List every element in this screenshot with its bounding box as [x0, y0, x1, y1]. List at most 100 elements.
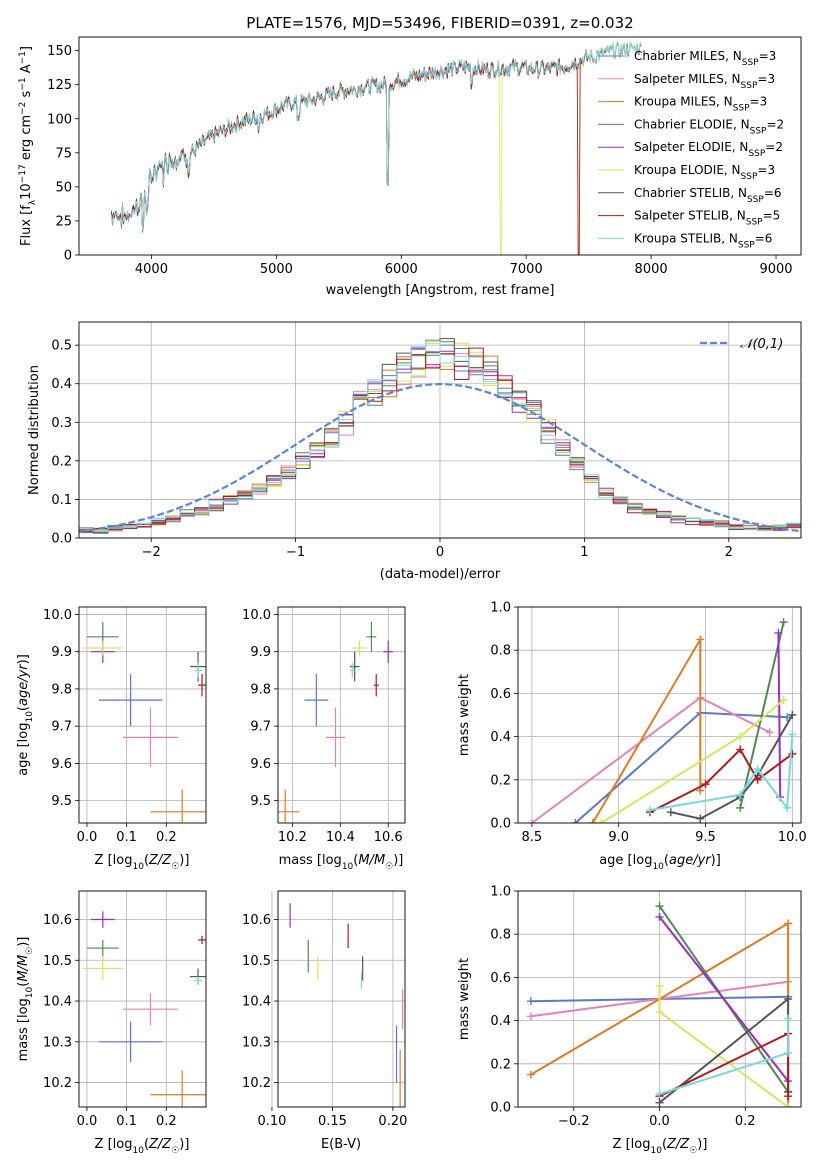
y-tick-label: 10.6	[43, 913, 72, 928]
gaussian-curve	[79, 382, 801, 533]
weight-marker	[753, 775, 762, 784]
y-tick-label: 10.6	[242, 913, 271, 928]
weight-marker	[783, 713, 792, 722]
x-tick-label: −2	[142, 545, 161, 560]
histogram-step	[79, 340, 801, 538]
y-tick-label: 0.0	[51, 532, 72, 547]
weight-line	[777, 632, 782, 798]
weight-marker	[784, 995, 793, 1003]
x-tick-label: 9.0	[608, 830, 629, 845]
legend-label: Salpeter STELIB, NSSP=5	[634, 209, 780, 228]
x-tick-label: 8.5	[522, 830, 543, 845]
x-tick-label: 10.0	[778, 830, 807, 845]
y-tick-label: 0.4	[490, 1014, 511, 1029]
x-tick-label: 6000	[385, 262, 418, 277]
axes-frame	[78, 36, 802, 256]
weight-marker	[666, 808, 675, 817]
weight-marker	[779, 618, 788, 627]
plot-area	[527, 618, 797, 823]
weight-marker	[696, 635, 705, 644]
x-tick-label: 0.0	[649, 1114, 670, 1129]
legend-label: Kroupa ELODIE, NSSP=3	[634, 163, 775, 182]
x-tick-label: 7000	[510, 262, 543, 277]
x-tick-label: 0.10	[257, 1114, 286, 1129]
y-tick-label: 9.5	[250, 794, 271, 809]
y-axis-label: age [log10(age/yr)]	[16, 654, 35, 776]
x-tick-label: 0.1	[116, 1114, 137, 1129]
y-tick-label: 0.0	[490, 1101, 511, 1116]
y-tick-label: 100	[47, 112, 72, 127]
x-tick-label: 0.15	[318, 1114, 347, 1129]
y-tick-label: 1.0	[490, 885, 511, 900]
legend-label: 𝒩(0,1)	[740, 337, 783, 352]
weight-marker	[655, 982, 664, 991]
y-tick-label: 9.9	[250, 645, 271, 660]
x-tick-label: 1	[580, 545, 588, 560]
weight-line	[739, 621, 785, 809]
chart-panel-5: 8.5 9.0 9.5 10.0 0.0 0.2 0.4 0.6 0.8 1.0 mass weig…	[457, 601, 807, 873]
weight-marker	[765, 728, 774, 737]
x-tick-label: 0.0	[77, 1114, 98, 1129]
y-tick-label: 9.6	[250, 757, 271, 772]
chart-panel-3: 0.0 0.1 0.2 9.5 9.6 9.7 9.8 9.9 10.0 Z [log10(Z/Z…	[16, 606, 207, 872]
y-tick-label: 9.9	[51, 645, 72, 660]
y-tick-label: 0.8	[490, 928, 511, 943]
y-tick-label: 25	[55, 214, 72, 229]
weight-marker	[597, 819, 606, 823]
y-axis-label: mass weight	[457, 674, 472, 756]
y-tick-label: 10.3	[43, 1035, 72, 1050]
weight-marker	[784, 1014, 793, 1023]
x-tick-label: 8000	[635, 262, 668, 277]
spectrum-line	[111, 41, 642, 231]
y-tick-label: 9.5	[51, 794, 72, 809]
y-tick-label: 10.4	[43, 995, 72, 1010]
weight-marker	[696, 786, 705, 795]
y-tick-label: 0.0	[490, 817, 511, 832]
y-tick-label: 10.2	[242, 1076, 271, 1091]
y-tick-label: 9.7	[250, 720, 271, 735]
y-tick-label: 9.8	[250, 682, 271, 697]
x-tick-label: 9000	[759, 262, 792, 277]
x-axis-label: Z [log10(Z/Z☉)]	[613, 1137, 708, 1156]
weight-marker	[788, 730, 797, 739]
weight-marker	[784, 1049, 793, 1057]
plot-area	[289, 903, 404, 1107]
weight-marker	[736, 745, 745, 754]
y-tick-label: 10.0	[242, 608, 271, 623]
spectrum-line	[111, 42, 642, 233]
weight-marker	[736, 803, 745, 812]
spectrum-line	[111, 49, 589, 255]
y-tick-label: 0.6	[490, 971, 511, 986]
spectrum-line	[111, 53, 589, 230]
x-tick-label: 0.2	[735, 1114, 756, 1129]
x-tick-label: 0.20	[378, 1114, 407, 1129]
weight-marker	[788, 749, 797, 758]
plot-area	[79, 338, 801, 538]
weight-line	[649, 747, 793, 814]
chart-panel-4: 10.2 10.4 10.6 9.5 9.6 9.7 9.8 9.9 10.0 mass [log…	[242, 606, 406, 872]
legend-label: Kroupa STELIB, NSSP=6	[634, 231, 772, 250]
weight-marker	[645, 806, 654, 815]
chart-panel-1: 4000 5000 6000 7000 8000 9000 0 25 50 75 100 125 150…	[18, 14, 802, 298]
weight-marker	[526, 997, 535, 1006]
y-tick-label: 125	[47, 78, 72, 93]
x-tick-label: 10.4	[326, 830, 355, 845]
x-axis-label: Z [log10(Z/Z☉)]	[95, 1137, 190, 1156]
chart-panel-7: 0.10 0.15 0.20 10.2 10.3 10.4 10.5 10.6 E(B-V)	[242, 890, 407, 1152]
y-tick-label: 10.4	[242, 995, 271, 1010]
y-tick-label: 50	[55, 180, 72, 195]
y-axis-label: Normed distribution	[27, 365, 42, 495]
axes-frame	[277, 890, 406, 1108]
x-tick-label: 0.2	[156, 830, 177, 845]
legend-label: Salpeter MILES, NSSP=3	[634, 72, 775, 91]
x-axis-label: E(B-V)	[321, 1137, 361, 1152]
y-tick-label: 10.0	[43, 608, 72, 623]
x-tick-label: −0.2	[558, 1114, 590, 1129]
x-axis-label: Z [log10(Z/Z☉)]	[95, 853, 190, 872]
y-tick-label: 0.3	[51, 416, 72, 431]
y-axis-label: Flux [fλ10−17 erg cm−2 s−1 A−1]	[18, 46, 38, 246]
weight-marker	[784, 1103, 793, 1107]
weight-marker	[655, 902, 664, 911]
y-tick-label: 9.8	[51, 682, 72, 697]
